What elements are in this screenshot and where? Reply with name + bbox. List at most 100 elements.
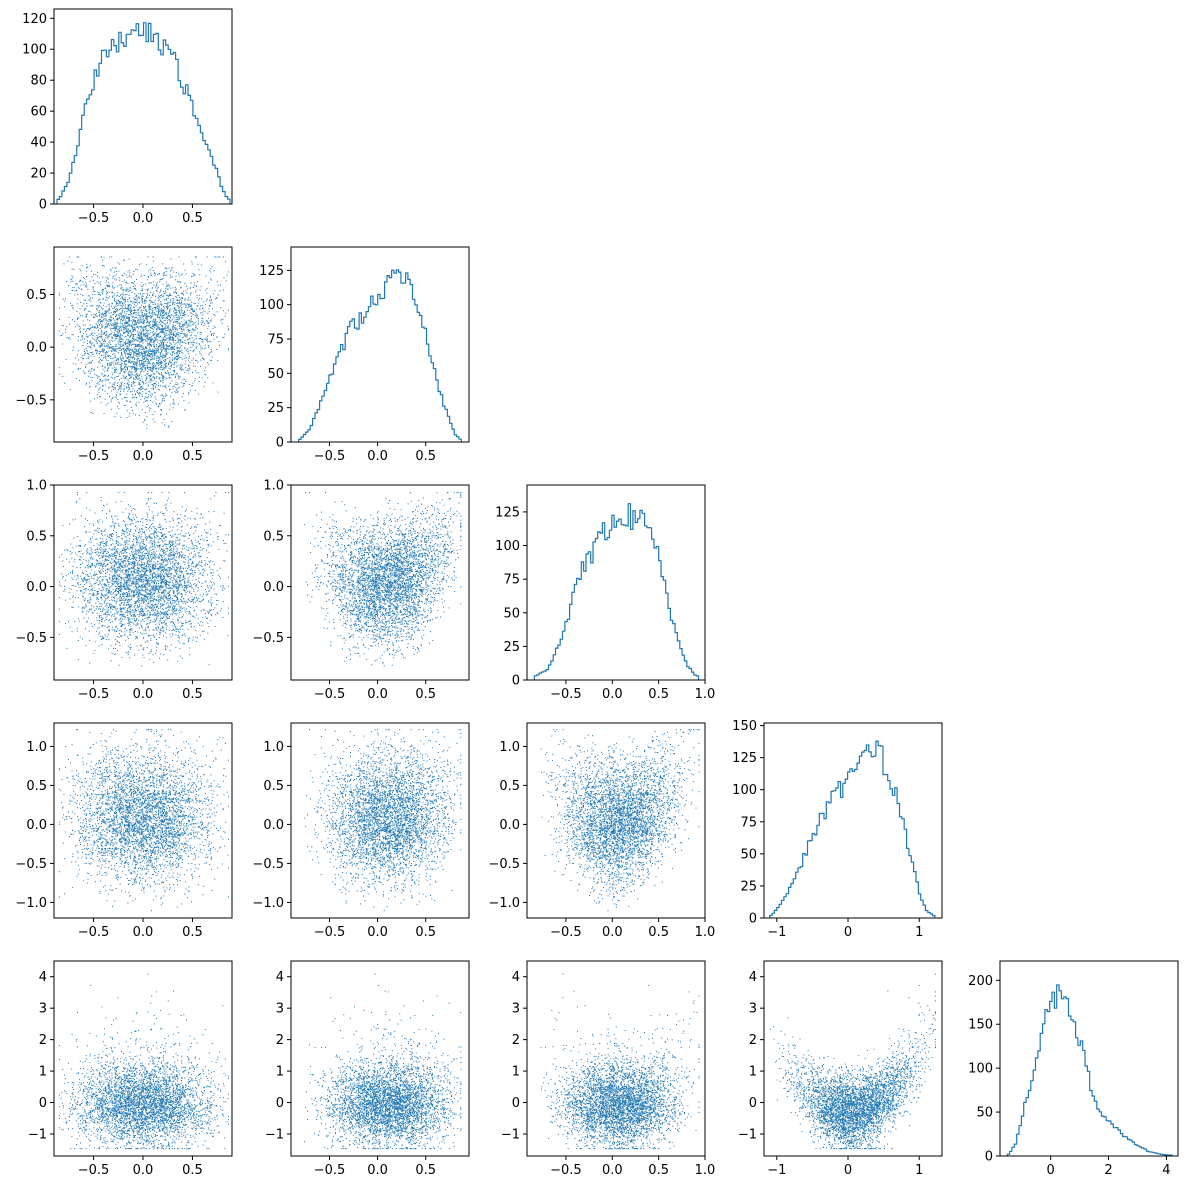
scatter-point <box>137 330 139 332</box>
scatter-point <box>134 364 136 366</box>
scatter-point <box>176 366 178 368</box>
scatter-point <box>115 325 117 327</box>
scatter-point <box>160 614 162 616</box>
scatter-point <box>85 350 87 352</box>
scatter-point <box>138 564 140 566</box>
scatter-point <box>99 294 101 296</box>
scatter-point <box>86 357 88 359</box>
scatter-point <box>224 588 226 590</box>
scatter-point <box>129 269 131 271</box>
scatter-point <box>85 285 87 287</box>
scatter-point <box>154 621 156 623</box>
scatter-point <box>179 335 181 337</box>
scatter-point <box>128 320 130 322</box>
scatter-point <box>114 369 115 370</box>
scatter-point <box>202 322 204 324</box>
scatter-point <box>114 345 116 347</box>
scatter-point <box>110 329 112 331</box>
scatter-point <box>78 368 79 370</box>
scatter-point <box>116 369 118 371</box>
scatter-point <box>185 305 187 306</box>
scatter-point <box>149 382 151 384</box>
scatter-point <box>170 320 172 322</box>
scatter-point <box>114 416 116 418</box>
scatter-point <box>162 395 164 397</box>
scatter-point <box>109 363 111 365</box>
scatter-point <box>160 613 162 614</box>
scatter-point <box>121 346 123 347</box>
scatter-point <box>146 592 148 594</box>
scatter-point <box>126 397 128 399</box>
scatter-point <box>161 577 163 579</box>
scatter-point <box>126 348 128 350</box>
scatter-point <box>121 340 123 342</box>
scatter-point <box>85 270 87 272</box>
scatter-point <box>165 299 167 301</box>
scatter-point <box>199 332 201 334</box>
scatter-point <box>204 373 206 375</box>
scatter-point <box>177 305 179 306</box>
scatter-point <box>157 546 158 548</box>
scatter-point <box>172 407 174 409</box>
scatter-point <box>175 601 177 603</box>
scatter-point <box>92 590 94 591</box>
scatter-point <box>157 297 159 299</box>
scatter-point <box>202 538 204 540</box>
scatter-point <box>153 661 154 663</box>
scatter-point <box>219 290 221 292</box>
scatter-point <box>113 566 115 568</box>
scatter-point <box>186 336 188 338</box>
scatter-point <box>121 317 123 319</box>
scatter-point <box>126 364 128 366</box>
scatter-point <box>141 565 143 567</box>
scatter-point <box>81 580 83 582</box>
scatter-point <box>107 323 109 325</box>
scatter-point <box>145 335 147 336</box>
scatter-point <box>83 349 85 351</box>
x-tick-label: 0.5 <box>182 211 203 226</box>
scatter-point <box>199 353 201 354</box>
scatter-point <box>96 309 98 311</box>
scatter-point <box>153 346 155 348</box>
scatter-point <box>99 362 101 364</box>
scatter-point <box>121 588 123 590</box>
scatter-point <box>132 565 134 567</box>
scatter-point <box>121 548 123 550</box>
scatter-point <box>212 293 214 295</box>
scatter-point <box>189 310 191 312</box>
scatter-point <box>145 392 147 394</box>
scatter-point <box>110 311 112 313</box>
scatter-point <box>184 380 186 382</box>
scatter-point <box>139 368 141 370</box>
scatter-point <box>82 345 84 346</box>
scatter-point <box>191 563 192 565</box>
scatter-point <box>146 357 148 359</box>
scatter-point <box>191 385 193 387</box>
scatter-point <box>89 342 91 344</box>
scatter-point <box>149 356 150 358</box>
scatter-point <box>144 583 146 585</box>
scatter-point <box>139 322 141 324</box>
scatter-point <box>142 347 144 349</box>
scatter-point <box>152 354 154 356</box>
scatter-point <box>164 267 166 269</box>
scatter-point <box>161 330 163 332</box>
scatter-point <box>155 398 157 400</box>
scatter-point <box>201 312 203 314</box>
scatter-point <box>148 369 150 371</box>
scatter-point <box>176 329 178 331</box>
scatter-point <box>166 327 168 329</box>
scatter-point <box>85 582 87 584</box>
scatter-point <box>144 314 146 316</box>
scatter-point <box>202 517 204 519</box>
scatter-point <box>125 317 127 319</box>
scatter-point <box>124 279 125 281</box>
scatter-point <box>173 312 175 314</box>
scatter-point <box>176 361 178 363</box>
scatter-point <box>166 306 168 308</box>
scatter-point <box>177 319 179 321</box>
scatter-point <box>104 352 106 354</box>
scatter-point <box>181 608 183 610</box>
scatter-point <box>143 586 144 588</box>
scatter-point <box>99 328 101 330</box>
